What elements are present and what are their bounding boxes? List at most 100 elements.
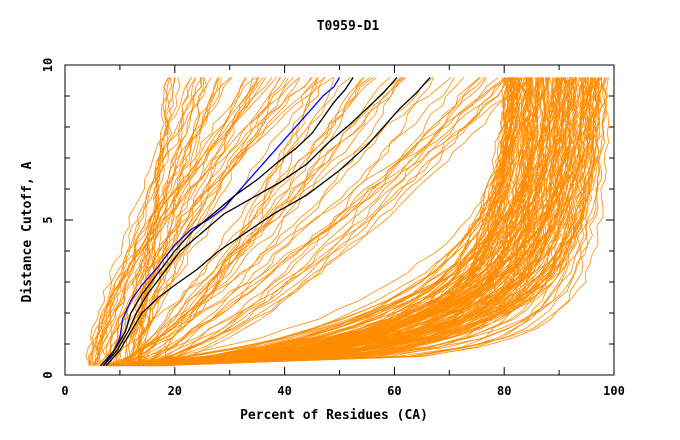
highlighted-curves xyxy=(100,76,431,367)
background-curve xyxy=(130,77,510,367)
x-tick-label: 40 xyxy=(277,384,291,398)
background-curve xyxy=(137,77,294,366)
background-curve xyxy=(132,77,563,367)
background-curve xyxy=(162,77,522,367)
background-curve xyxy=(130,77,506,367)
background-curve xyxy=(95,77,334,366)
background-curve xyxy=(126,77,219,366)
background-curve xyxy=(88,77,203,366)
background-curve xyxy=(151,77,407,366)
background-curve xyxy=(115,77,403,367)
background-curve xyxy=(130,77,565,367)
background-curve xyxy=(143,77,600,367)
background-curve xyxy=(147,77,558,367)
y-tick-label: 10 xyxy=(41,58,55,72)
background-curve xyxy=(110,77,222,366)
background-curve xyxy=(147,77,529,367)
background-curve xyxy=(142,77,507,367)
background-curve xyxy=(146,77,482,367)
background-curve xyxy=(114,77,260,366)
blue-curve xyxy=(102,77,341,367)
background-curve xyxy=(118,77,601,367)
background-curve xyxy=(95,77,313,366)
background-curve xyxy=(108,77,513,367)
background-curve xyxy=(123,77,598,367)
x-tick-label: 100 xyxy=(603,384,625,398)
background-curve xyxy=(140,77,509,367)
background-curve xyxy=(162,77,596,367)
background-curve xyxy=(151,77,609,367)
background-curve xyxy=(110,77,541,367)
background-curve xyxy=(108,77,542,367)
background-curve xyxy=(123,77,511,367)
background-curve xyxy=(168,77,512,367)
background-curve xyxy=(131,77,570,367)
background-curve xyxy=(148,77,572,367)
background-curve xyxy=(112,77,518,367)
black-curve-2 xyxy=(102,76,398,367)
background-curve xyxy=(159,77,585,367)
background-curve xyxy=(137,77,577,367)
background-curve xyxy=(134,77,540,367)
background-curve xyxy=(133,77,402,367)
x-tick-label: 20 xyxy=(168,384,182,398)
background-curve xyxy=(131,77,434,367)
background-curve xyxy=(149,77,527,367)
background-curve xyxy=(97,77,197,366)
background-curve xyxy=(127,77,172,366)
background-curve xyxy=(136,77,540,367)
background-curve xyxy=(147,77,480,367)
background-curve xyxy=(115,77,562,367)
background-curve xyxy=(100,77,405,367)
background-curve xyxy=(109,77,560,367)
background-curve xyxy=(125,77,523,367)
chart-title: T0959-D1 xyxy=(317,19,380,34)
background-curve xyxy=(144,77,584,367)
x-axis-title: Percent of Residues (CA) xyxy=(240,408,428,423)
background-curve xyxy=(87,77,300,366)
background-curves xyxy=(85,77,609,367)
axis-ticks: 0 20 40 60 80 100 0 5 10 xyxy=(41,58,625,398)
background-curve xyxy=(149,77,535,367)
background-curve xyxy=(120,77,366,367)
background-curve xyxy=(113,77,465,367)
background-curve xyxy=(102,77,319,367)
background-curve xyxy=(138,77,499,367)
background-curve xyxy=(99,77,212,366)
background-curve xyxy=(113,77,259,366)
background-curve xyxy=(127,77,402,366)
background-curve xyxy=(125,77,258,366)
background-curve xyxy=(120,77,520,367)
background-curve xyxy=(124,77,246,366)
x-tick-label: 60 xyxy=(387,384,401,398)
black-curve-3 xyxy=(105,76,431,367)
black-curve-1 xyxy=(100,77,354,367)
background-curve xyxy=(117,77,569,367)
y-axis-title: Distance Cutoff, A xyxy=(20,161,35,302)
background-curve xyxy=(136,77,374,366)
background-curve xyxy=(134,77,205,366)
background-curve xyxy=(149,77,564,367)
background-curve xyxy=(109,77,585,367)
background-curve xyxy=(124,77,281,366)
background-curve xyxy=(110,77,452,366)
background-curve xyxy=(140,77,319,367)
background-curve xyxy=(124,77,531,367)
background-curve xyxy=(126,77,553,367)
background-curve xyxy=(152,77,506,367)
background-curve xyxy=(153,77,534,367)
y-tick-label: 5 xyxy=(41,216,55,223)
background-curve xyxy=(153,77,573,367)
background-curve xyxy=(132,77,523,367)
background-curve xyxy=(91,77,273,366)
background-curve xyxy=(137,77,170,366)
background-curve xyxy=(142,77,531,367)
x-tick-label: 0 xyxy=(61,384,68,398)
background-curve xyxy=(143,77,589,367)
x-tick-label: 80 xyxy=(497,384,511,398)
background-curve xyxy=(120,77,594,367)
background-curve xyxy=(105,77,601,367)
background-curve xyxy=(102,77,287,366)
background-curve xyxy=(156,77,528,367)
